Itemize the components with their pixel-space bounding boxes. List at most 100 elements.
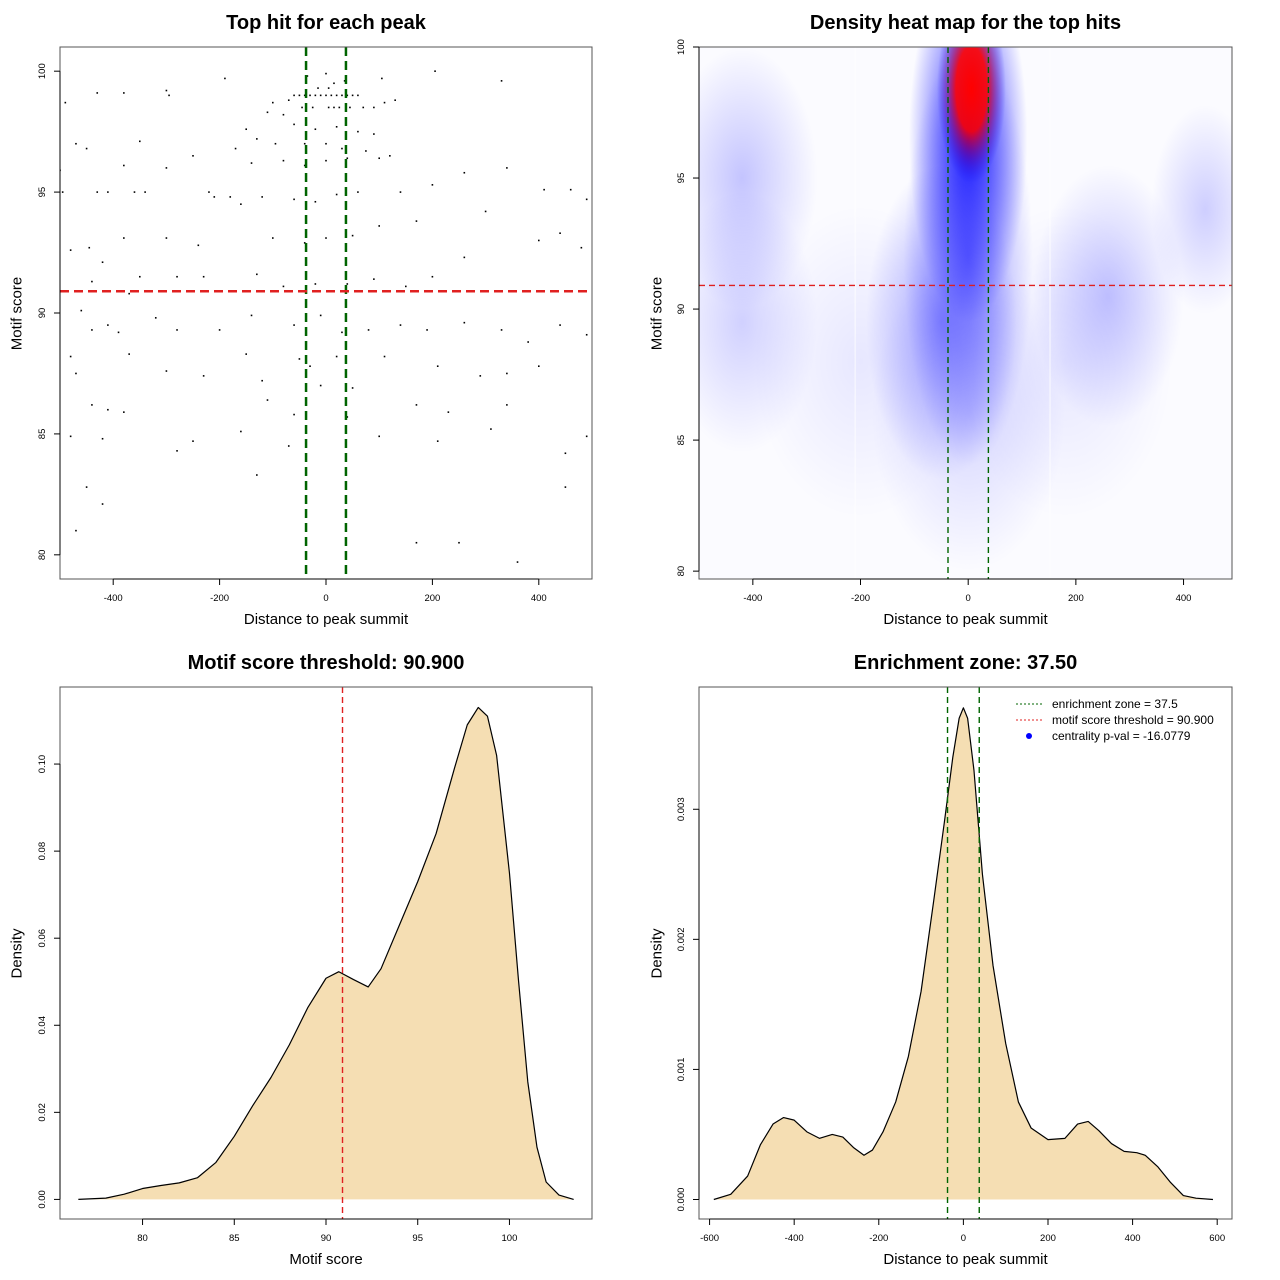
scatter-point bbox=[559, 324, 561, 326]
x-tick-label: 0 bbox=[966, 593, 971, 604]
panel2: -400 -200 0 200 400 80 85 90 95 100 bbox=[676, 39, 1233, 604]
scatter-point bbox=[367, 329, 370, 331]
x-tick-label: 400 bbox=[531, 593, 547, 604]
scatter-point bbox=[96, 92, 99, 94]
scatter-point bbox=[580, 246, 583, 249]
scatter-point bbox=[335, 355, 338, 358]
scatter-point bbox=[341, 94, 343, 97]
scatter-point bbox=[101, 261, 104, 264]
panel1-xlabel: Distance to peak summit bbox=[243, 611, 409, 628]
panel3: 80 85 90 95 100 0.00 0.02 0.04 0.06 0.08 0.10 bbox=[37, 686, 593, 1244]
x-tick-label: -200 bbox=[210, 593, 229, 604]
scatter-point bbox=[346, 416, 349, 418]
scatter-point bbox=[506, 167, 508, 169]
scatter-point bbox=[333, 82, 335, 85]
scatter-point bbox=[335, 126, 338, 128]
scatter-point bbox=[373, 278, 375, 280]
scatter-point bbox=[91, 404, 93, 406]
scatter-point bbox=[463, 171, 466, 174]
scatter-point bbox=[325, 159, 327, 162]
scatter-point bbox=[357, 130, 359, 133]
scatter-point bbox=[314, 128, 317, 131]
density-curve bbox=[78, 706, 574, 1201]
scatter-point bbox=[75, 142, 77, 145]
scatter-point bbox=[266, 111, 269, 114]
scatter-point bbox=[362, 106, 365, 109]
scatter-point bbox=[303, 142, 306, 145]
scatter-point bbox=[399, 191, 402, 193]
scatter-point bbox=[168, 94, 170, 97]
panel2-xlabel: Distance to peak summit bbox=[883, 611, 1048, 628]
y-tick-label: 85 bbox=[37, 429, 48, 440]
scatter-point bbox=[357, 94, 359, 97]
scatter-point bbox=[107, 324, 109, 326]
scatter-point bbox=[298, 94, 301, 97]
x-tick-label: 200 bbox=[424, 593, 440, 604]
y-tick-label: 80 bbox=[37, 550, 48, 561]
scatter-point bbox=[75, 372, 77, 375]
scatter-point bbox=[373, 106, 375, 109]
scatter-point bbox=[506, 404, 508, 406]
x-tick-label: -400 bbox=[743, 593, 762, 604]
scatter-point bbox=[500, 329, 503, 331]
scatter-point bbox=[357, 191, 359, 193]
scatter-point bbox=[234, 147, 237, 150]
scatter-point bbox=[303, 94, 306, 97]
panel1-title: Top hit for each peak bbox=[226, 12, 426, 34]
x-tick-label: -400 bbox=[785, 1233, 804, 1244]
scatter-point bbox=[69, 249, 72, 251]
scatter-point bbox=[256, 273, 258, 276]
scatter-point bbox=[176, 329, 178, 331]
scatter-point bbox=[415, 404, 418, 406]
scatter-point bbox=[176, 275, 178, 278]
scatter-point bbox=[298, 358, 301, 360]
scatter-point bbox=[314, 283, 317, 285]
panel4-title: Enrichment zone: 37.50 bbox=[853, 652, 1078, 674]
y-tick-label: 90 bbox=[676, 304, 687, 315]
y-tick-label: 95 bbox=[37, 187, 48, 198]
x-tick-label: 0 bbox=[323, 593, 328, 604]
plot-area bbox=[713, 687, 1214, 1219]
y-tick-label: 100 bbox=[676, 39, 687, 55]
scatter-point bbox=[282, 285, 285, 288]
scatter-point bbox=[272, 237, 274, 239]
scatter-point bbox=[585, 198, 588, 201]
scatter-point bbox=[287, 99, 290, 101]
scatter-point bbox=[389, 155, 391, 157]
y-tick-label: 0.08 bbox=[37, 842, 48, 861]
y-tick-label: 0.02 bbox=[37, 1103, 48, 1122]
scatter-point bbox=[365, 150, 367, 152]
red-dotted-line-icon bbox=[1016, 718, 1042, 722]
scatter-point bbox=[128, 292, 130, 295]
scatter-point bbox=[330, 94, 333, 97]
scatter-point bbox=[154, 317, 157, 319]
density-area bbox=[78, 707, 574, 1200]
plot-area bbox=[699, 47, 1232, 579]
scatter-point bbox=[431, 184, 434, 186]
scatter-point bbox=[373, 133, 375, 135]
scatter-point bbox=[80, 309, 83, 312]
scatter-point bbox=[335, 94, 338, 97]
scatter-point bbox=[213, 196, 216, 198]
scatter-point bbox=[543, 188, 545, 191]
scatter-point bbox=[434, 70, 436, 72]
scatter-point bbox=[319, 94, 322, 97]
scatter-point bbox=[338, 106, 341, 109]
scatter-point bbox=[123, 164, 125, 167]
scatter-point bbox=[303, 164, 306, 167]
scatter-point bbox=[303, 242, 306, 244]
scatter-point bbox=[426, 329, 428, 331]
legend-item-pval: centrality p-val = -16.0779 bbox=[1016, 728, 1214, 744]
x-tick-label: 0 bbox=[961, 1233, 966, 1244]
scatter-point bbox=[341, 147, 343, 150]
x-tick-label: 85 bbox=[229, 1233, 240, 1244]
panel4: -600 -400 -200 0 200 400 600 0.000 0.001 0.002 0.0… bbox=[676, 686, 1233, 1244]
scatter-point bbox=[327, 87, 330, 89]
scatter-point bbox=[341, 331, 343, 334]
scatter-point bbox=[351, 387, 354, 389]
scatter-point bbox=[101, 437, 104, 440]
scatter-point bbox=[88, 246, 91, 249]
scatter-point bbox=[123, 92, 125, 94]
scatter-point bbox=[431, 275, 434, 278]
